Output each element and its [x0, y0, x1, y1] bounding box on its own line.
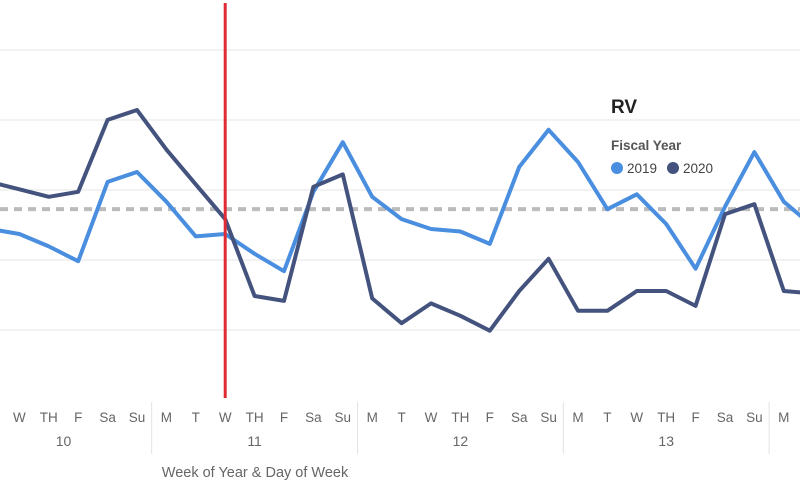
x-tick-label: W [425, 410, 438, 425]
series-line-2020 [0, 108, 800, 333]
x-tick-label: TH [657, 410, 675, 425]
x-tick-label: T [603, 410, 611, 425]
x-tick-label: M [572, 410, 583, 425]
x-tick-label: TH [451, 410, 469, 425]
legend-title: Fiscal Year [611, 138, 682, 153]
x-tick-label: TH [246, 410, 264, 425]
chart-title: RV [611, 97, 637, 118]
x-tick-label: F [691, 410, 699, 425]
x-tick-label: Sa [511, 410, 528, 425]
x-tick-label: F [280, 410, 288, 425]
x-tick-label: Su [129, 410, 146, 425]
x-tick-label: Su [746, 410, 763, 425]
x-tick-label: Sa [717, 410, 734, 425]
legend[interactable]: RV Fiscal Year 2019 2020 [611, 97, 713, 176]
x-tick-label: Sa [99, 410, 116, 425]
legend-marker-2019 [611, 162, 623, 174]
legend-label-2020: 2020 [683, 161, 713, 176]
x-group-label: 11 [247, 433, 262, 449]
x-axis: TWTHFSaSuMTWTHFSaSuMTWTHFSaSuMTWTHFSaSuM… [13, 402, 789, 454]
x-tick-label: TH [40, 410, 58, 425]
legend-label-2019: 2019 [627, 161, 657, 176]
x-tick-label: Su [335, 410, 352, 425]
legend-marker-2020 [667, 162, 679, 174]
x-tick-label: M [778, 410, 789, 425]
x-group-label: 12 [453, 433, 469, 449]
x-tick-label: W [630, 410, 643, 425]
series-lines [0, 108, 800, 333]
x-tick-label: Sa [305, 410, 322, 425]
x-tick-label: Su [540, 410, 557, 425]
x-group-label: 13 [658, 433, 674, 449]
x-tick-label: T [192, 410, 200, 425]
x-tick-label: T [397, 410, 405, 425]
x-tick-label: F [74, 410, 82, 425]
x-tick-label: W [13, 410, 26, 425]
x-tick-label: F [486, 410, 494, 425]
x-tick-label: W [219, 410, 232, 425]
x-tick-label: M [161, 410, 172, 425]
series-line-2019 [0, 127, 800, 274]
x-group-label: 10 [56, 433, 72, 449]
x-axis-title: Week of Year & Day of Week [162, 465, 349, 481]
gridlines [0, 49, 800, 331]
x-tick-label: M [367, 410, 378, 425]
